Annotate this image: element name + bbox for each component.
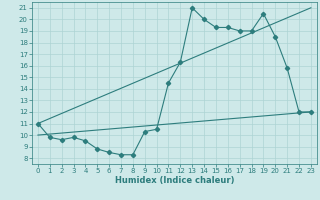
X-axis label: Humidex (Indice chaleur): Humidex (Indice chaleur) bbox=[115, 176, 234, 185]
